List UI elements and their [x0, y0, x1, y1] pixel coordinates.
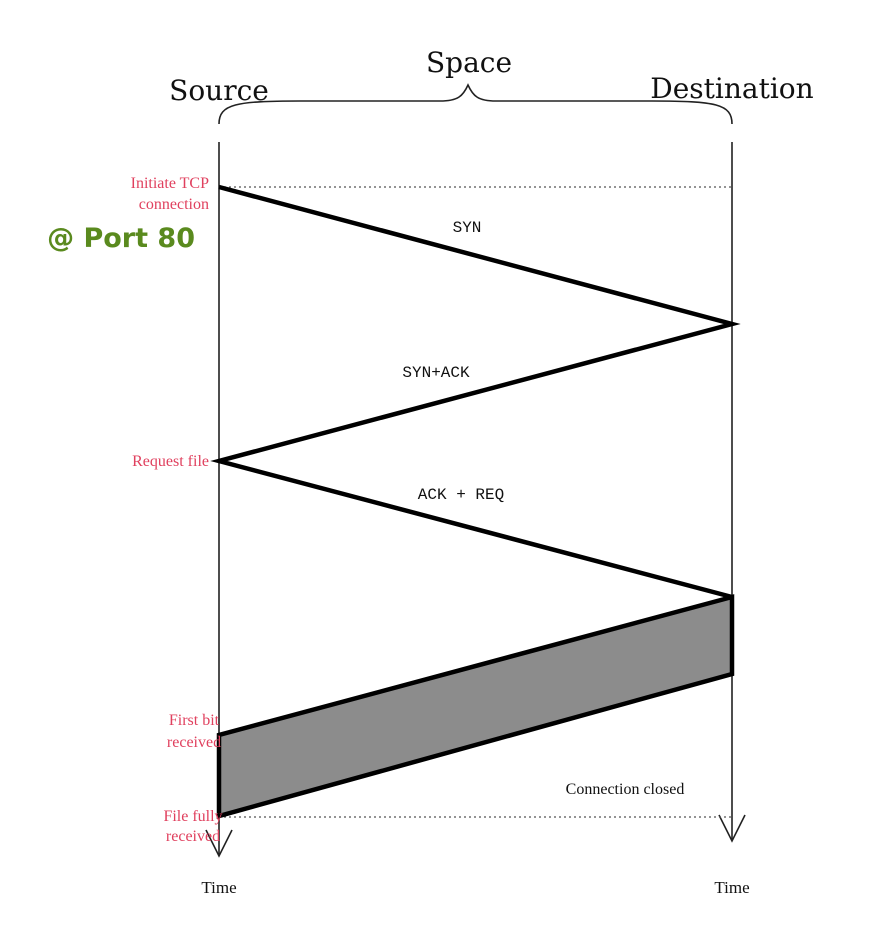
request-file-label: Request file: [132, 453, 209, 470]
source-label: Source: [169, 74, 269, 107]
file-transfer-band: [216, 594, 735, 819]
syn-ack-message-label: SYN+ACK: [402, 364, 470, 382]
file-fully-label-line1: File fully: [163, 808, 222, 825]
source-time-label: Time: [201, 878, 236, 897]
destination-time-arrowhead: [718, 814, 746, 843]
file-fully-label-line2: received: [166, 828, 220, 845]
destination-label: Destination: [650, 72, 813, 105]
space-brace: [218, 83, 733, 125]
destination-time-label: Time: [714, 878, 749, 897]
source-time-arrowhead: [205, 829, 233, 858]
initiate-tcp-label-line2: connection: [139, 196, 209, 213]
first-bit-label-line2: received: [167, 734, 221, 751]
ack-req-message-label: ACK + REQ: [418, 486, 504, 504]
syn-message-label: SYN: [453, 219, 482, 237]
initiate-tcp-label-line1: Initiate TCP: [131, 175, 209, 192]
handshake-message-lines: [210, 184, 741, 600]
space-label: Space: [426, 46, 512, 79]
connection-closed-label: Connection closed: [566, 781, 685, 798]
port-80-annotation: @ Port 80: [47, 223, 195, 254]
first-bit-label-line1: First bit: [169, 712, 220, 729]
